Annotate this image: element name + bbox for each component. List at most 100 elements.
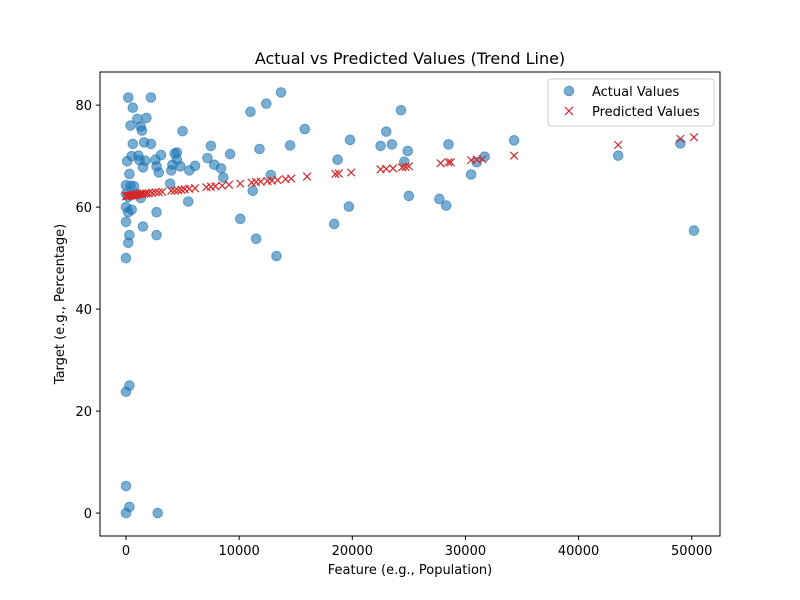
predicted-point: [256, 177, 265, 186]
actual-point: [271, 250, 282, 262]
legend: Actual Values Predicted Values: [547, 78, 715, 127]
predicted-point: [444, 158, 453, 167]
y-tick-label: 0: [84, 507, 92, 522]
actual-point: [224, 148, 236, 160]
actual-point: [151, 229, 162, 241]
y-axis-label: Target (e.g., Percentage): [53, 224, 68, 385]
actual-point: [120, 216, 132, 228]
actual-point: [403, 190, 415, 202]
predicted-point: [388, 164, 398, 173]
actual-point: [120, 252, 132, 264]
y-tick-label: 40: [75, 303, 92, 318]
plot-frame: [99, 71, 721, 537]
x-tick-label: 40000: [558, 544, 599, 559]
x-tick-label: 20000: [332, 544, 373, 559]
predicted-point: [236, 179, 245, 188]
actual-point: [332, 154, 343, 166]
actual-point: [443, 139, 454, 150]
predicted-point: [334, 169, 343, 178]
actual-point: [284, 140, 296, 151]
actual-point: [275, 87, 287, 98]
predicted-point: [147, 188, 157, 198]
actual-point: [151, 206, 162, 218]
actual-point: [380, 126, 392, 137]
actual-point: [182, 196, 194, 207]
actual-point: [395, 104, 407, 116]
actual-point: [137, 162, 149, 173]
actual-point: [261, 98, 272, 109]
chart-title: Actual vs Predicted Values (Trend Line): [255, 49, 565, 68]
x-tick-label: 0: [122, 544, 130, 559]
x-tick-label: 30000: [445, 544, 486, 559]
actual-point: [205, 140, 217, 152]
x-tick-label: 50000: [671, 544, 712, 559]
actual-point: [328, 218, 340, 230]
predicted-point: [404, 162, 414, 171]
predicted-point: [154, 188, 164, 197]
predicted-point: [173, 186, 183, 195]
actual-point: [141, 112, 152, 124]
actual-point: [234, 213, 246, 225]
legend-marker-predicted: [564, 106, 574, 116]
actual-point: [245, 106, 256, 118]
actual-point: [135, 121, 147, 132]
actual-point: [508, 135, 520, 146]
actual-point: [152, 507, 164, 519]
x-axis-label: Feature (e.g., Population): [328, 563, 492, 578]
predicted-point: [144, 189, 153, 198]
legend-label-actual: Actual Values: [592, 85, 680, 100]
y-axis: 0 20 40 60 80: [75, 99, 100, 522]
x-tick-label: 10000: [218, 544, 259, 559]
x-axis: 0 10000 20000 30000 40000 50000: [122, 536, 712, 559]
legend-label-predicted: Predicted Values: [592, 105, 700, 120]
actual-point: [465, 169, 477, 180]
actual-point: [402, 145, 414, 157]
actual-point: [218, 172, 229, 183]
predicted-point: [211, 181, 220, 191]
actual-point: [434, 193, 445, 205]
actual-point: [299, 123, 311, 135]
predicted-point: [273, 175, 282, 185]
predicted-point: [224, 180, 234, 189]
actual-point: [375, 140, 386, 152]
actual-point: [250, 233, 262, 245]
predicted-point: [689, 133, 699, 142]
actual-point: [124, 501, 135, 513]
actual-point: [125, 120, 136, 131]
actual-point: [164, 178, 176, 189]
actual-point: [127, 102, 139, 113]
predicted-point: [346, 168, 356, 177]
actual-point: [344, 134, 356, 146]
predicted-point: [177, 185, 186, 195]
actual-point: [137, 221, 149, 232]
actual-point: [153, 167, 165, 178]
predicted-point: [613, 140, 623, 150]
actual-point: [126, 204, 137, 215]
predicted-point: [302, 172, 312, 181]
predicted-point: [331, 169, 340, 179]
actual-point: [675, 138, 686, 149]
actual-point: [440, 200, 452, 211]
predicted-point: [436, 159, 445, 168]
predicted-point: [478, 154, 487, 164]
predicted-point: [170, 186, 179, 196]
predicted-point: [397, 163, 407, 172]
actual-point: [202, 152, 213, 164]
actual-point: [215, 163, 227, 174]
y-tick-label: 80: [75, 99, 92, 114]
actual-point: [124, 229, 135, 241]
actual-point: [122, 92, 134, 103]
actual-point: [688, 225, 700, 236]
predicted-point: [217, 181, 227, 190]
actual-point: [155, 149, 167, 161]
actual-point: [145, 138, 157, 150]
predicted-point: [190, 184, 200, 193]
actual-point: [127, 138, 139, 150]
legend-marker-actual: [563, 85, 575, 97]
predicted-point: [286, 174, 296, 183]
predicted-point: [446, 158, 455, 167]
actual-point: [254, 143, 265, 155]
predicted-point: [151, 188, 160, 197]
predicted-point: [509, 151, 519, 160]
actual-point: [247, 185, 259, 197]
